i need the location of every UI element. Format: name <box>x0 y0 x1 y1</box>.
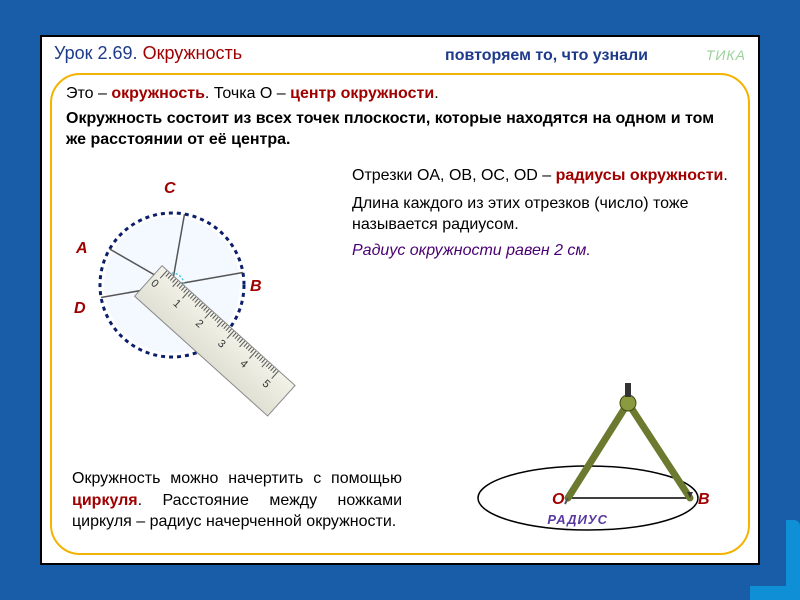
svg-text:D: D <box>74 300 86 317</box>
content-frame: Это – окружность. Точка О – центр окружн… <box>50 73 750 555</box>
compass-text: Окружность можно начертить с помощью цир… <box>72 468 402 533</box>
t: . Точка О – <box>205 85 290 102</box>
svg-text:B: B <box>250 278 262 295</box>
right-text-block: Отрезки OA, OB, OC, OD – радиусы окружно… <box>352 165 728 261</box>
t: Это – <box>66 85 111 102</box>
lesson-number: Урок 2.69. <box>54 43 138 63</box>
svg-text:C: C <box>164 180 176 197</box>
subtitle: повторяем то, что узнали <box>445 47 648 65</box>
term-compass: циркуля <box>72 492 138 509</box>
svg-text:A: A <box>75 240 88 257</box>
term-circle: окружность <box>111 85 205 102</box>
corner-accent <box>750 520 800 600</box>
radius-value-line: Радиус окружности равен 2 см. <box>352 240 728 262</box>
compass-diagram: OB РАДИУС <box>458 383 718 533</box>
radius-label: РАДИУС <box>547 512 608 527</box>
t: Окружность можно начертить с помощью <box>72 470 402 487</box>
svg-text:O: O <box>552 491 565 508</box>
t: . <box>434 85 438 102</box>
t: Отрезки OA, OB, OC, OD – <box>352 167 556 184</box>
slide: Урок 2.69. Окружность повторяем то, что … <box>40 35 760 565</box>
term-radii: радиусы окружности <box>556 167 724 184</box>
radius-length-line: Длина каждого из этих отрезков (число) т… <box>352 193 728 236</box>
lesson-header: Урок 2.69. Окружность <box>54 43 242 64</box>
term-center: центр окружности <box>290 85 434 102</box>
compass-svg: OB <box>458 383 718 533</box>
svg-text:B: B <box>698 491 710 508</box>
t: . <box>723 167 727 184</box>
radii-line: Отрезки OA, OB, OC, OD – радиусы окружно… <box>352 165 728 187</box>
definition: Окружность состоит из всех точек плоскос… <box>66 109 734 151</box>
intro-line: Это – окружность. Точка О – центр окружн… <box>66 85 734 103</box>
lesson-title: Окружность <box>143 43 243 63</box>
watermark: ТИКА <box>706 47 746 63</box>
